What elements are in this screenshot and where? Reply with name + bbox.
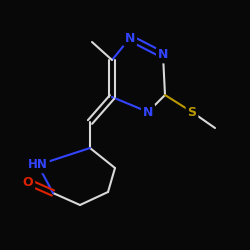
Text: N: N xyxy=(125,32,135,44)
Text: O: O xyxy=(23,176,33,188)
Text: N: N xyxy=(143,106,153,118)
Text: N: N xyxy=(158,48,168,62)
Text: S: S xyxy=(188,106,196,118)
Text: HN: HN xyxy=(28,158,48,172)
